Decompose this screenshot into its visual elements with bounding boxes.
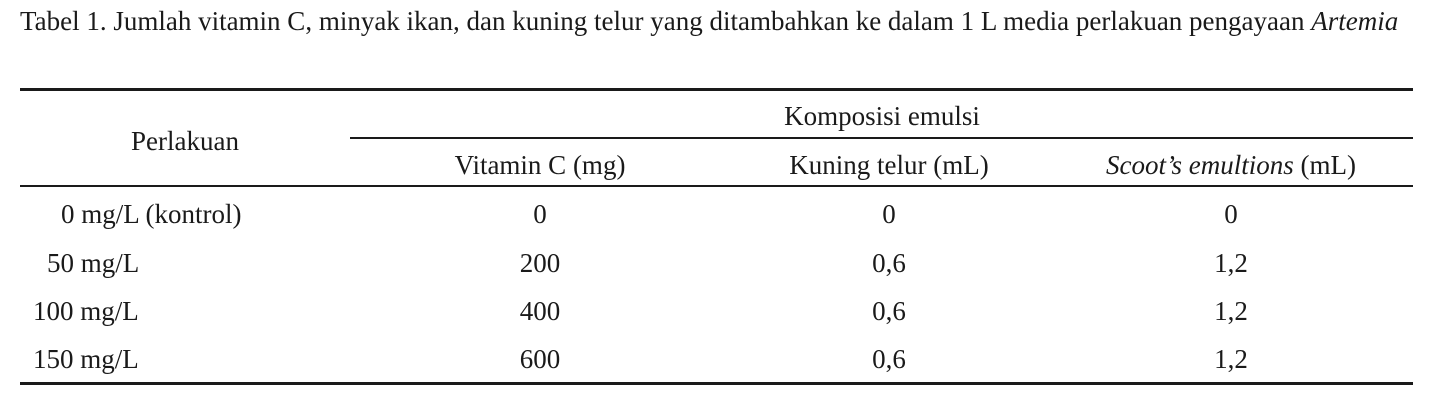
header-bottom-rule [20, 185, 1413, 187]
table-row-2-treatment: 50 mg/L [47, 248, 140, 278]
table-row-4-scoots: 1,2 [1214, 344, 1248, 374]
table-caption: Tabel 1. Jumlah vitamin C, minyak ikan, … [20, 6, 1412, 37]
column-header-scoots-unit: (mL) [1293, 150, 1356, 180]
table-row-1-treatment: 0 mg/L (kontrol) [61, 199, 242, 229]
group-header-rule [350, 137, 1413, 139]
table-row-2-vitamin-c: 200 [519, 248, 561, 278]
table-row-4-vitamin-c: 600 [519, 344, 561, 374]
table-row-1-kuning-telur: 0 [882, 199, 896, 229]
table-row-4-kuning-telur: 0,6 [872, 344, 906, 374]
column-header-scoots-emultions: Scoot’s emultions (mL) [1106, 149, 1356, 181]
caption-text: Tabel 1. Jumlah vitamin C, minyak ikan, … [20, 6, 1305, 36]
table-row-4-treatment: 150 mg/L [33, 344, 139, 374]
table-row-3-vitamin-c: 400 [519, 296, 561, 326]
table-row-2-kuning-telur: 0,6 [872, 248, 906, 278]
column-header-vitamin-c: Vitamin C (mg) [454, 150, 626, 180]
table-row-3-kuning-telur: 0,6 [872, 296, 906, 326]
table-row-1-vitamin-c: 0 [533, 199, 547, 229]
group-header-komposisi: Komposisi emulsi [784, 101, 980, 131]
table-bottom-rule [20, 382, 1413, 385]
table-top-rule [20, 88, 1413, 91]
table-row-2-scoots: 1,2 [1214, 248, 1248, 278]
caption-italic-term: Artemia [1311, 6, 1399, 36]
row-header-perlakuan: Perlakuan [131, 126, 239, 156]
column-header-kuning-telur: Kuning telur (mL) [789, 150, 989, 180]
table-row-3-scoots: 1,2 [1214, 296, 1248, 326]
table-row-1-scoots: 0 [1224, 199, 1238, 229]
table-row-3-treatment: 100 mg/L [33, 296, 139, 326]
column-header-scoots-italic: Scoot’s emultions [1106, 150, 1294, 180]
